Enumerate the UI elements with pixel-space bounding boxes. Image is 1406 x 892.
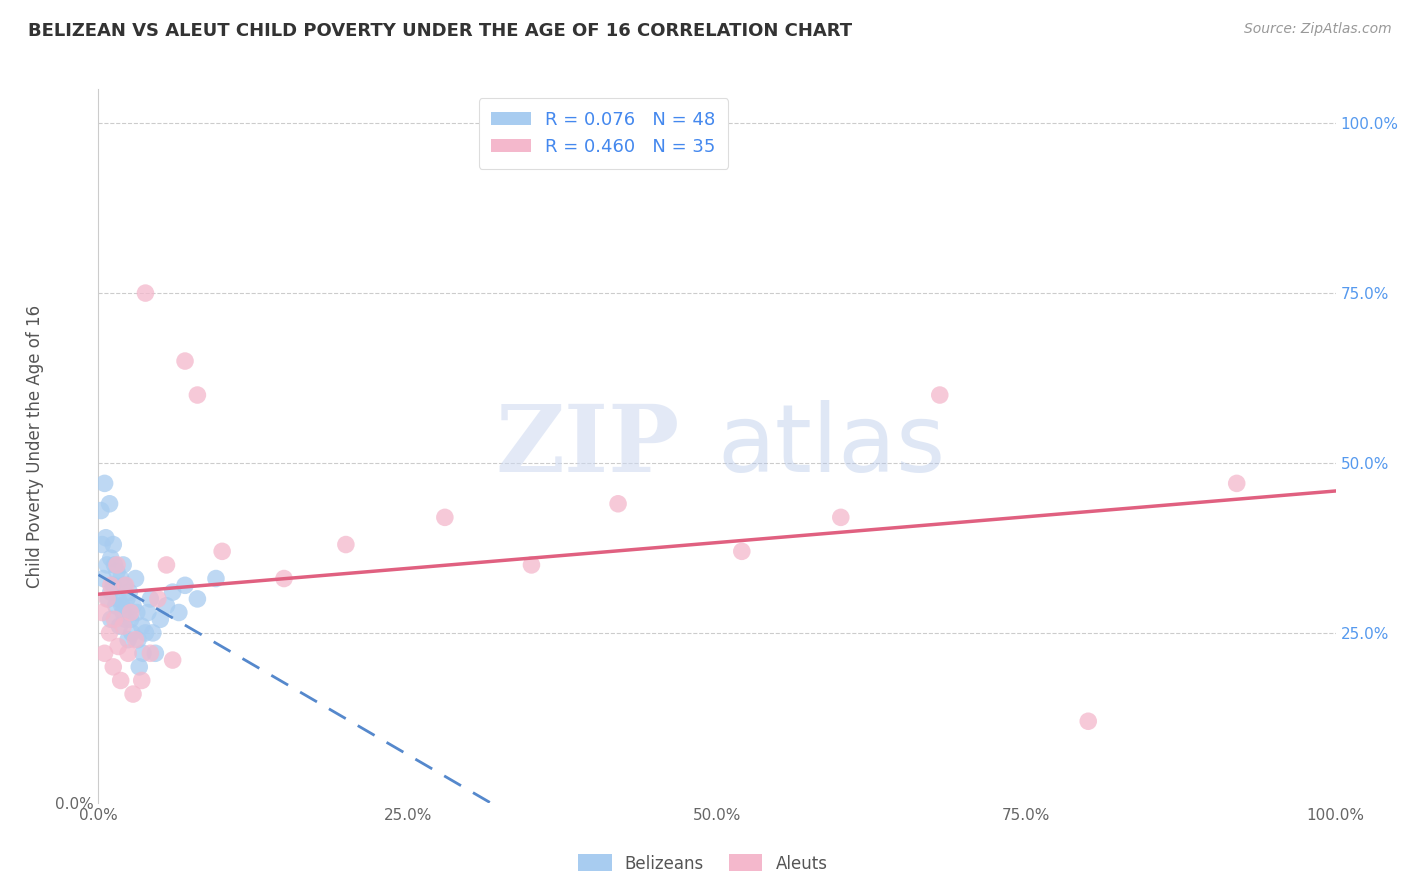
Point [91,537,114,551]
Point [120,606,142,620]
Point [90,503,112,517]
Point [155,558,177,572]
Legend: R = 0.076   N = 48, R = 0.460   N = 35: R = 0.076 N = 48, R = 0.460 N = 35 [478,98,728,169]
Point [93,476,115,491]
Point [118,585,141,599]
Point [103,612,125,626]
Point [830,510,852,524]
Point [91,606,114,620]
Point [111,599,134,613]
Point [117,646,139,660]
Text: ZIP: ZIP [496,401,681,491]
Point [127,632,149,647]
Point [162,653,184,667]
Point [97,591,120,606]
Point [107,591,129,606]
Point [1077,714,1099,729]
Point [112,619,135,633]
Point [105,565,128,579]
Point [132,646,155,660]
Point [110,572,132,586]
Point [105,558,128,572]
Point [103,537,125,551]
Point [93,572,115,586]
Point [731,544,754,558]
Point [273,572,295,586]
Point [100,578,122,592]
Point [186,388,208,402]
Point [335,537,357,551]
Point [124,632,146,647]
Point [128,660,150,674]
Point [928,388,950,402]
Point [104,599,127,613]
Point [211,544,233,558]
Point [117,632,139,647]
Point [146,591,169,606]
Point [143,646,166,660]
Point [96,558,118,572]
Point [131,619,153,633]
Point [122,687,145,701]
Point [174,578,197,592]
Point [114,612,136,626]
Point [103,660,125,674]
Point [100,551,122,566]
Point [98,626,121,640]
Point [131,673,153,688]
Point [520,558,543,572]
Point [433,510,456,524]
Point [112,606,135,620]
Point [96,591,118,606]
Point [124,572,146,586]
Point [155,599,177,613]
Point [115,591,138,606]
Point [103,578,125,592]
Point [108,619,131,633]
Point [120,612,142,626]
Text: BELIZEAN VS ALEUT CHILD POVERTY UNDER THE AGE OF 16 CORRELATION CHART: BELIZEAN VS ALEUT CHILD POVERTY UNDER TH… [28,22,852,40]
Point [186,591,208,606]
Point [125,606,148,620]
Text: Source: ZipAtlas.com: Source: ZipAtlas.com [1244,22,1392,37]
Point [142,626,165,640]
Point [112,558,135,572]
Text: atlas: atlas [717,400,945,492]
Point [107,640,129,654]
Point [162,585,184,599]
Point [112,578,135,592]
Point [134,286,156,301]
Y-axis label: Child Poverty Under the Age of 16: Child Poverty Under the Age of 16 [25,304,44,588]
Point [134,626,156,640]
Point [607,497,630,511]
Point [100,585,122,599]
Point [122,599,145,613]
Point [121,626,143,640]
Point [110,673,132,688]
Point [205,572,228,586]
Point [93,646,115,660]
Point [1226,476,1249,491]
Point [139,646,162,660]
Point [174,354,197,368]
Point [139,591,162,606]
Point [136,606,159,620]
Point [114,578,136,592]
Point [167,606,190,620]
Point [94,531,117,545]
Point [98,497,121,511]
Point [149,612,172,626]
Legend: Belizeans, Aleuts: Belizeans, Aleuts [572,847,834,880]
Point [103,558,125,572]
Point [100,612,122,626]
